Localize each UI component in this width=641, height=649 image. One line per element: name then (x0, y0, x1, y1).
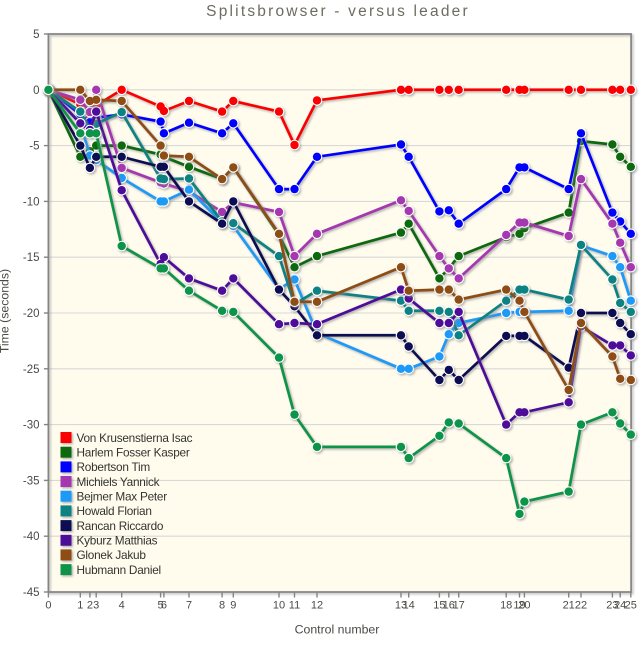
svg-text:10: 10 (273, 600, 285, 612)
svg-text:-5: -5 (29, 141, 39, 153)
svg-text:1: 1 (77, 600, 83, 612)
svg-text:4: 4 (119, 600, 125, 612)
svg-text:Bejmer Max Peter: Bejmer Max Peter (77, 490, 168, 504)
svg-text:5: 5 (33, 29, 39, 41)
svg-text:18: 18 (500, 600, 512, 612)
svg-text:8: 8 (219, 600, 225, 612)
svg-text:17: 17 (453, 600, 465, 612)
svg-text:9: 9 (230, 600, 236, 612)
svg-text:-15: -15 (23, 252, 40, 264)
svg-text:19: 19 (513, 600, 525, 612)
svg-text:23: 23 (606, 600, 618, 612)
svg-text:12: 12 (311, 600, 323, 612)
svg-text:22: 22 (575, 600, 587, 612)
svg-text:-20: -20 (23, 308, 40, 320)
svg-text:Glonek Jakub: Glonek Jakub (77, 548, 147, 562)
svg-text:21: 21 (563, 600, 575, 612)
svg-text:Splitsbrowser - versus leader: Splitsbrowser - versus leader (206, 3, 470, 20)
svg-text:-40: -40 (23, 531, 40, 543)
svg-text:Von Krusenstierna Isac: Von Krusenstierna Isac (77, 431, 193, 445)
svg-text:6: 6 (161, 600, 167, 612)
svg-text:Hubmann Daniel: Hubmann Daniel (77, 563, 161, 577)
svg-text:-45: -45 (23, 587, 40, 599)
svg-text:24: 24 (614, 600, 626, 612)
svg-text:15: 15 (433, 600, 445, 612)
svg-text:20: 20 (518, 600, 530, 612)
svg-text:-30: -30 (23, 420, 40, 432)
svg-text:Control number: Control number (295, 623, 380, 637)
svg-text:Howald Florian: Howald Florian (77, 504, 152, 518)
svg-text:7: 7 (186, 600, 192, 612)
svg-text:Harlem Fosser Kasper: Harlem Fosser Kasper (77, 446, 190, 460)
svg-text:-35: -35 (23, 475, 40, 487)
svg-text:5: 5 (158, 600, 164, 612)
svg-text:-10: -10 (23, 196, 40, 208)
svg-text:Time (seconds): Time (seconds) (0, 269, 12, 353)
svg-text:Rancan Riccardo: Rancan Riccardo (77, 519, 164, 533)
svg-text:Michiels Yannick: Michiels Yannick (77, 475, 160, 489)
svg-text:11: 11 (289, 600, 300, 612)
svg-text:14: 14 (403, 600, 415, 612)
svg-text:2: 2 (87, 600, 93, 612)
svg-text:-25: -25 (23, 364, 40, 376)
svg-text:16: 16 (443, 600, 455, 612)
svg-text:0: 0 (33, 85, 39, 97)
svg-text:0: 0 (45, 600, 51, 612)
svg-text:Kyburz Matthias: Kyburz Matthias (77, 534, 158, 548)
svg-text:25: 25 (625, 600, 637, 612)
svg-text:13: 13 (395, 600, 407, 612)
svg-text:Robertson Tim: Robertson Tim (77, 460, 151, 474)
svg-text:3: 3 (93, 600, 99, 612)
